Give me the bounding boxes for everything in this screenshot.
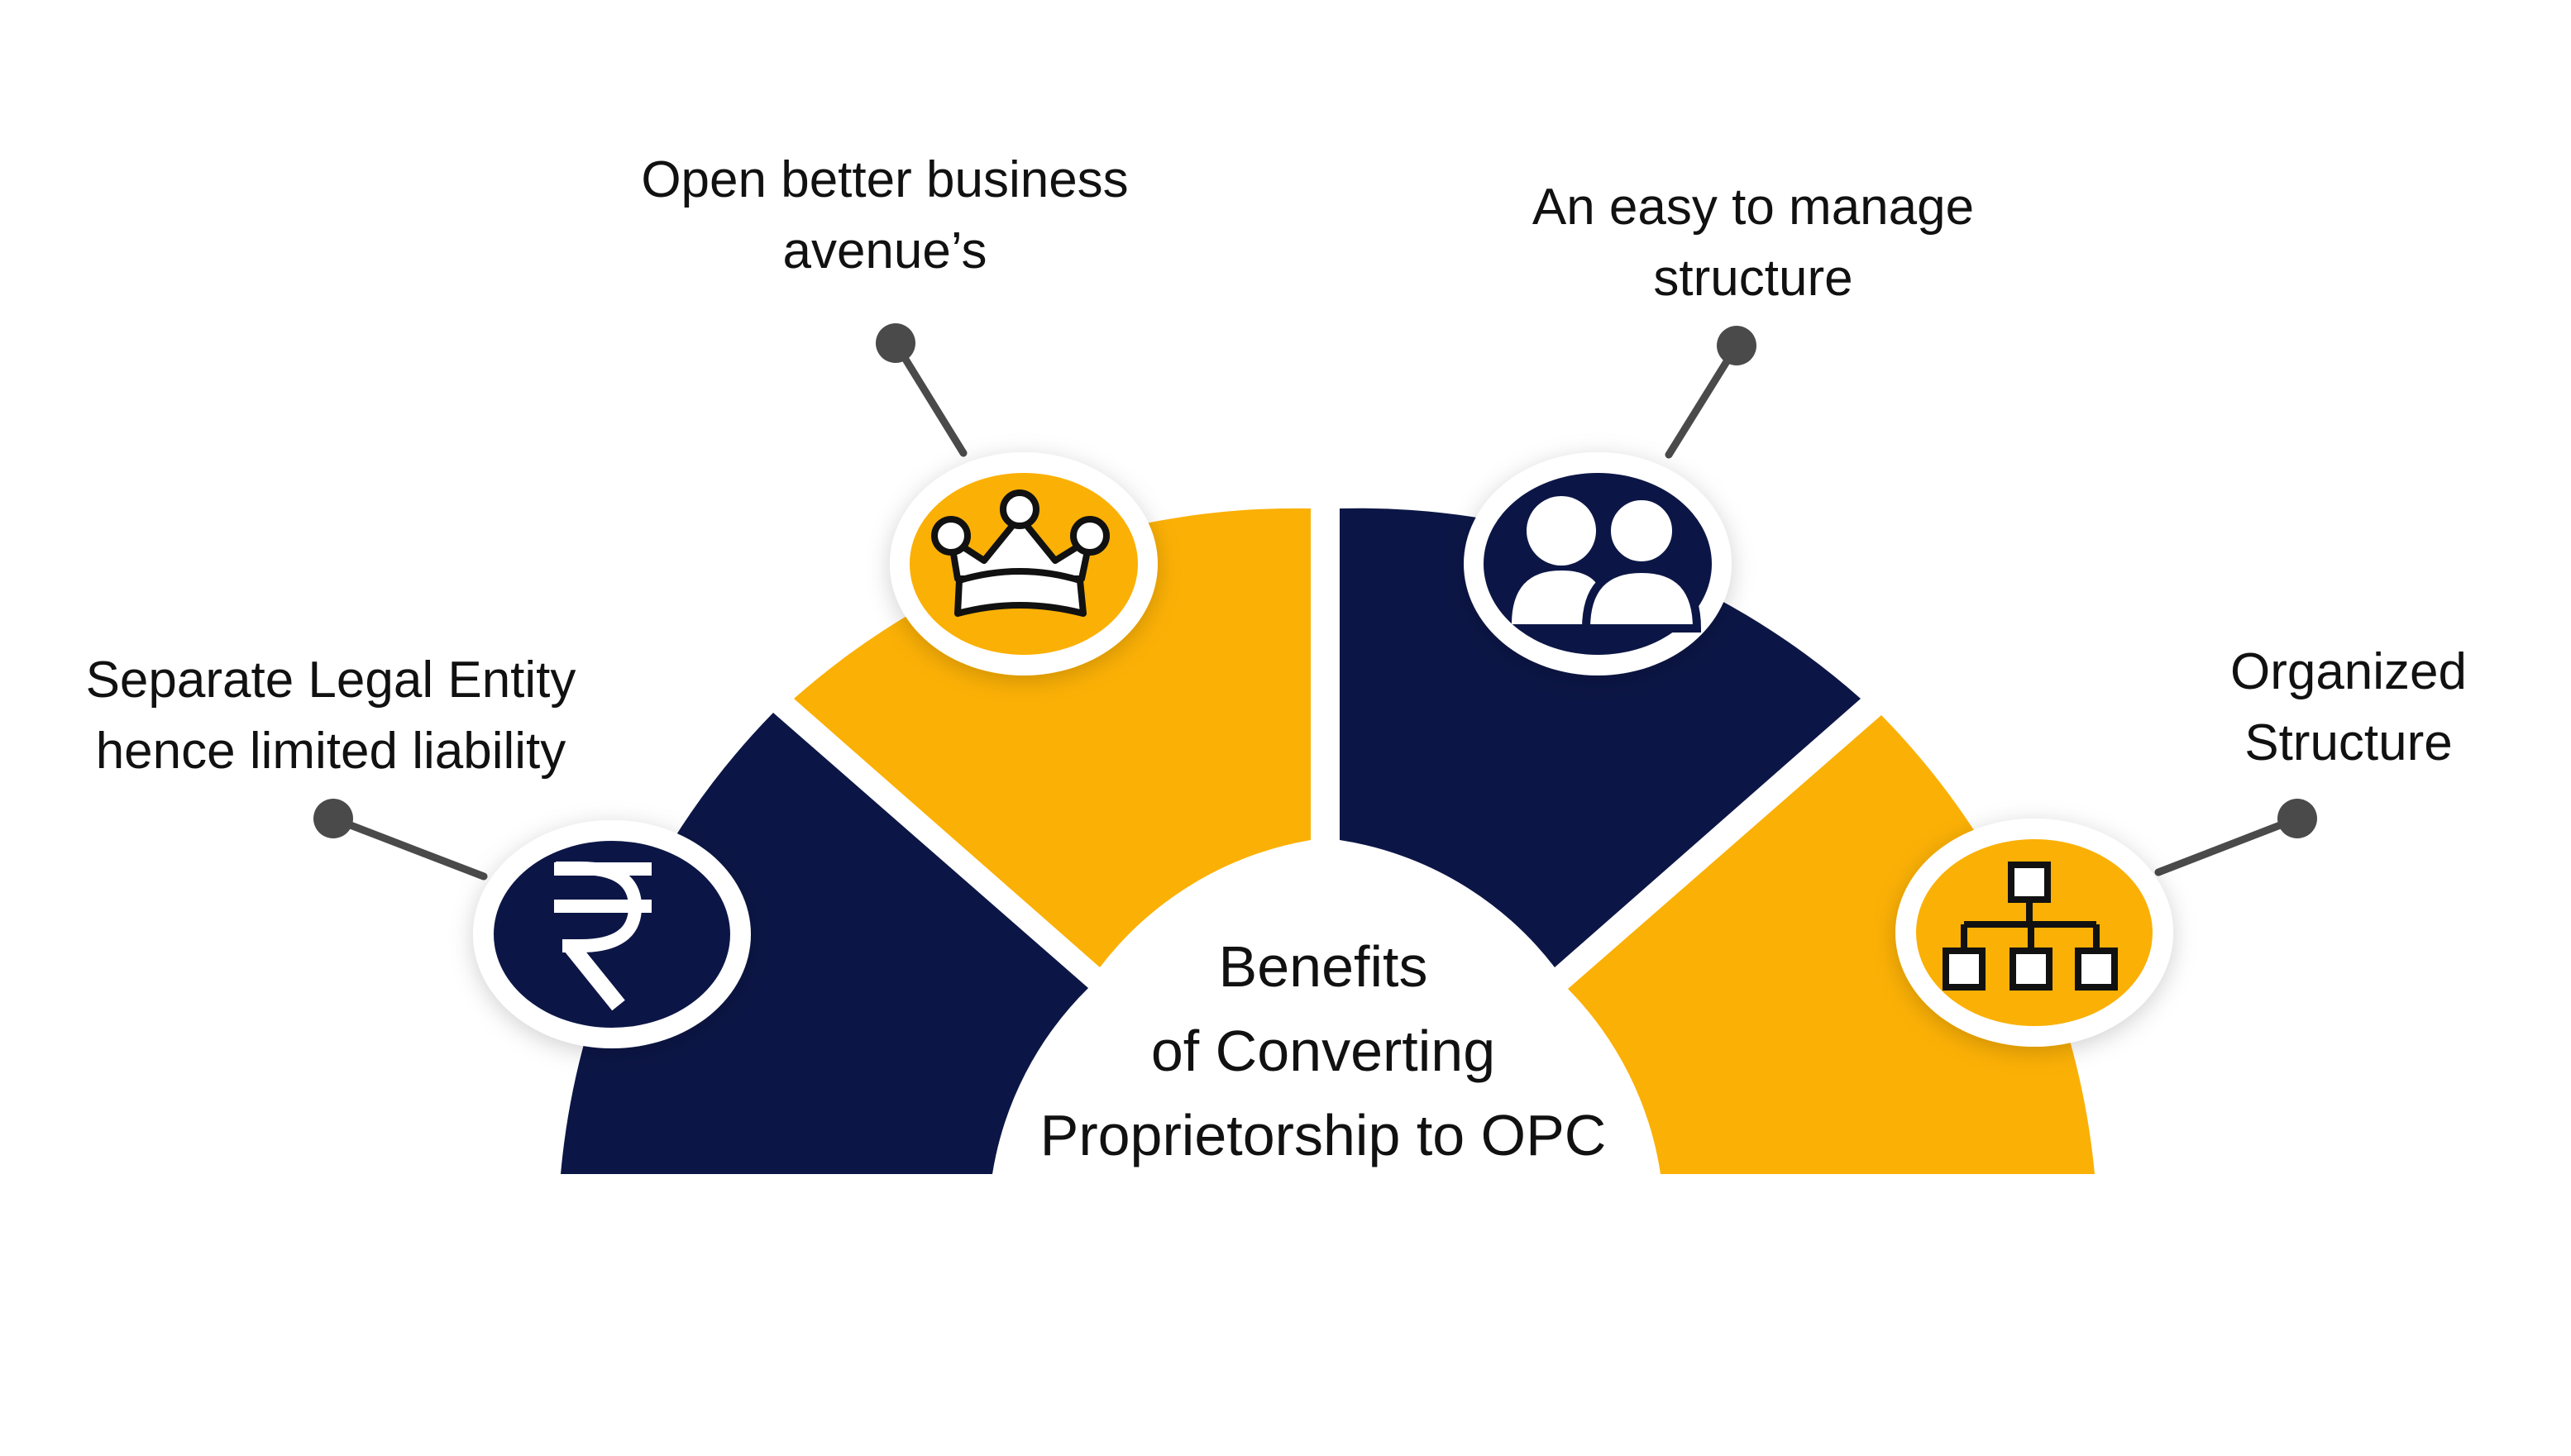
- crown-icon: [931, 489, 1110, 617]
- ring-segments: [561, 508, 2095, 1174]
- center-title-line-1: Benefits: [1218, 934, 1428, 999]
- center-title-line-3: Proprietorship to OPC: [1039, 1103, 1607, 1167]
- connector-line-legal: [329, 814, 488, 881]
- connector-knob-legal: [313, 799, 353, 838]
- connector-line-manage: [1665, 341, 1741, 459]
- benefit-label-organized-structure: Organized Structure: [2183, 637, 2514, 779]
- segment-easy-manage: [1340, 508, 1861, 967]
- connector-line-organized: [2154, 814, 2301, 876]
- medallion-hierarchy: [1895, 819, 2173, 1047]
- segment-organized-structure: [1568, 715, 2095, 1174]
- benefit-manage-line-1: An easy to manage: [1532, 179, 1975, 236]
- center-title-line-2: of Converting: [1150, 1019, 1496, 1083]
- users-icon: [1512, 492, 1702, 633]
- benefit-legal-line-2: hence limited liability: [95, 723, 566, 780]
- center-title: Benefits of Converting Proprietorship to…: [984, 924, 1662, 1177]
- benefit-organized-line-2: Structure: [2244, 714, 2453, 771]
- benefit-manage-line-2: structure: [1653, 250, 1853, 307]
- medallion-users: [1464, 452, 1732, 675]
- connectors: [313, 323, 2317, 881]
- connector-line-business: [891, 339, 968, 457]
- connector-knob-business: [876, 323, 915, 363]
- benefit-organized-line-1: Organized: [2229, 643, 2468, 700]
- benefit-business-line-2: avenue’s: [782, 222, 987, 279]
- benefit-business-line-1: Open better business: [641, 151, 1129, 208]
- benefit-label-legal-entity: Separate Legal Entity hence limited liab…: [50, 645, 612, 787]
- medallion-rupee: [473, 820, 751, 1048]
- hierarchy-icon: [1943, 862, 2118, 991]
- segment-legal-entity: [561, 713, 1088, 1174]
- connector-knob-manage: [1717, 326, 1756, 365]
- benefit-label-business-avenues: Open better business avenue’s: [595, 145, 1174, 287]
- medallion-crown: [890, 452, 1158, 675]
- connector-knob-organized: [2277, 799, 2317, 838]
- rupee-icon: [554, 862, 652, 1011]
- benefit-legal-line-1: Separate Legal Entity: [85, 652, 576, 709]
- benefit-label-easy-manage: An easy to manage structure: [1480, 172, 2026, 314]
